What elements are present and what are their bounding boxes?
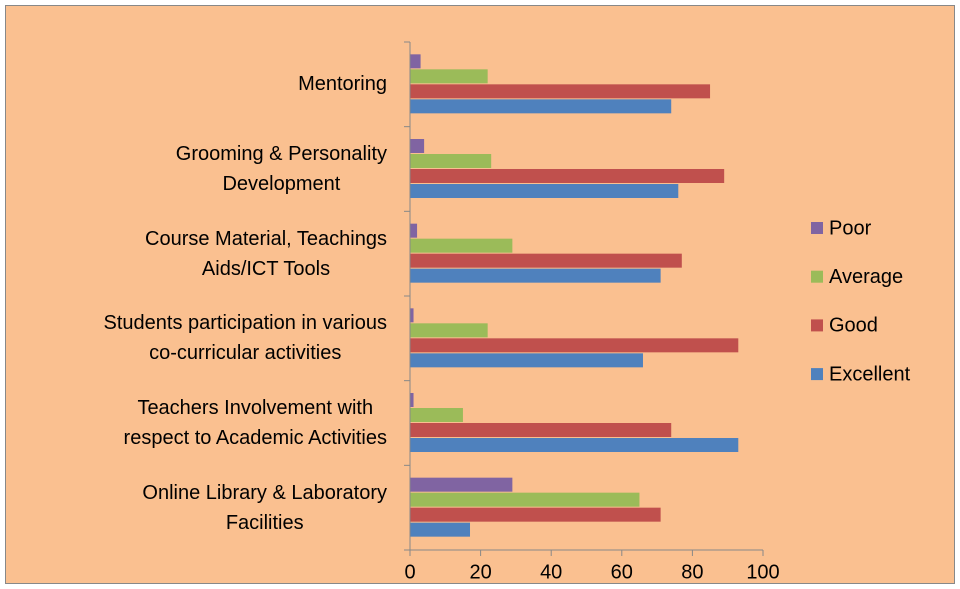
bar: [410, 223, 418, 238]
bar: [410, 308, 414, 323]
y-tick-label: Grooming & Personality Development: [175, 142, 387, 195]
legend-label: Excellent: [829, 363, 911, 385]
bar: [410, 393, 414, 407]
legend-label: Poor: [829, 217, 872, 239]
bar: [410, 323, 488, 338]
legend-swatch: [811, 270, 823, 283]
bar: [410, 268, 661, 283]
bar: [410, 169, 725, 183]
bar: [410, 438, 739, 452]
bar: [410, 477, 513, 492]
x-tick-label: 100: [746, 561, 779, 583]
bar: [410, 338, 739, 353]
category-label-box: Students participation in various co-cur…: [104, 296, 388, 381]
category-label-box: Online Library & Laboratory Facilities: [142, 465, 387, 550]
y-tick-label: Online Library & Laboratory Facilities: [142, 481, 387, 534]
bar: [410, 84, 711, 99]
x-tick-label: 20: [469, 561, 491, 583]
category-label-box: Grooming & Personality Development: [176, 127, 387, 212]
bar: [410, 353, 643, 368]
x-tick-label: 60: [611, 561, 633, 583]
y-tick-label: Teachers Involvement with respect to Aca…: [123, 396, 387, 449]
bar: [410, 253, 682, 268]
legend-swatch: [811, 222, 823, 234]
y-tick-label: Students participation in various co-cur…: [103, 312, 388, 365]
bar: [410, 507, 661, 522]
x-tick-label: 80: [681, 561, 703, 583]
bar: [410, 238, 513, 253]
bar: [410, 423, 672, 437]
bar: [410, 492, 640, 507]
legend-label: Average: [829, 266, 903, 288]
bar: [410, 522, 471, 537]
x-tick-label: 40: [540, 561, 562, 583]
bar: [410, 184, 679, 198]
legend-label: Good: [829, 315, 878, 337]
bar: [410, 154, 492, 168]
category-label-box: Course Material, Teachings Aids/ICT Tool…: [145, 211, 387, 296]
bar: [410, 69, 488, 84]
x-tick-label: 0: [404, 561, 415, 583]
bar: [410, 54, 421, 69]
y-tick-label: Course Material, Teachings Aids/ICT Tool…: [145, 227, 387, 280]
legend-swatch: [811, 319, 823, 332]
bar: [410, 408, 463, 422]
category-label-box: Teachers Involvement with respect to Aca…: [124, 381, 387, 466]
bar: [410, 139, 425, 153]
bar: [410, 99, 672, 114]
category-label-box: Mentoring: [298, 42, 387, 127]
legend-swatch: [811, 368, 823, 381]
y-tick-label: Mentoring: [298, 73, 387, 96]
